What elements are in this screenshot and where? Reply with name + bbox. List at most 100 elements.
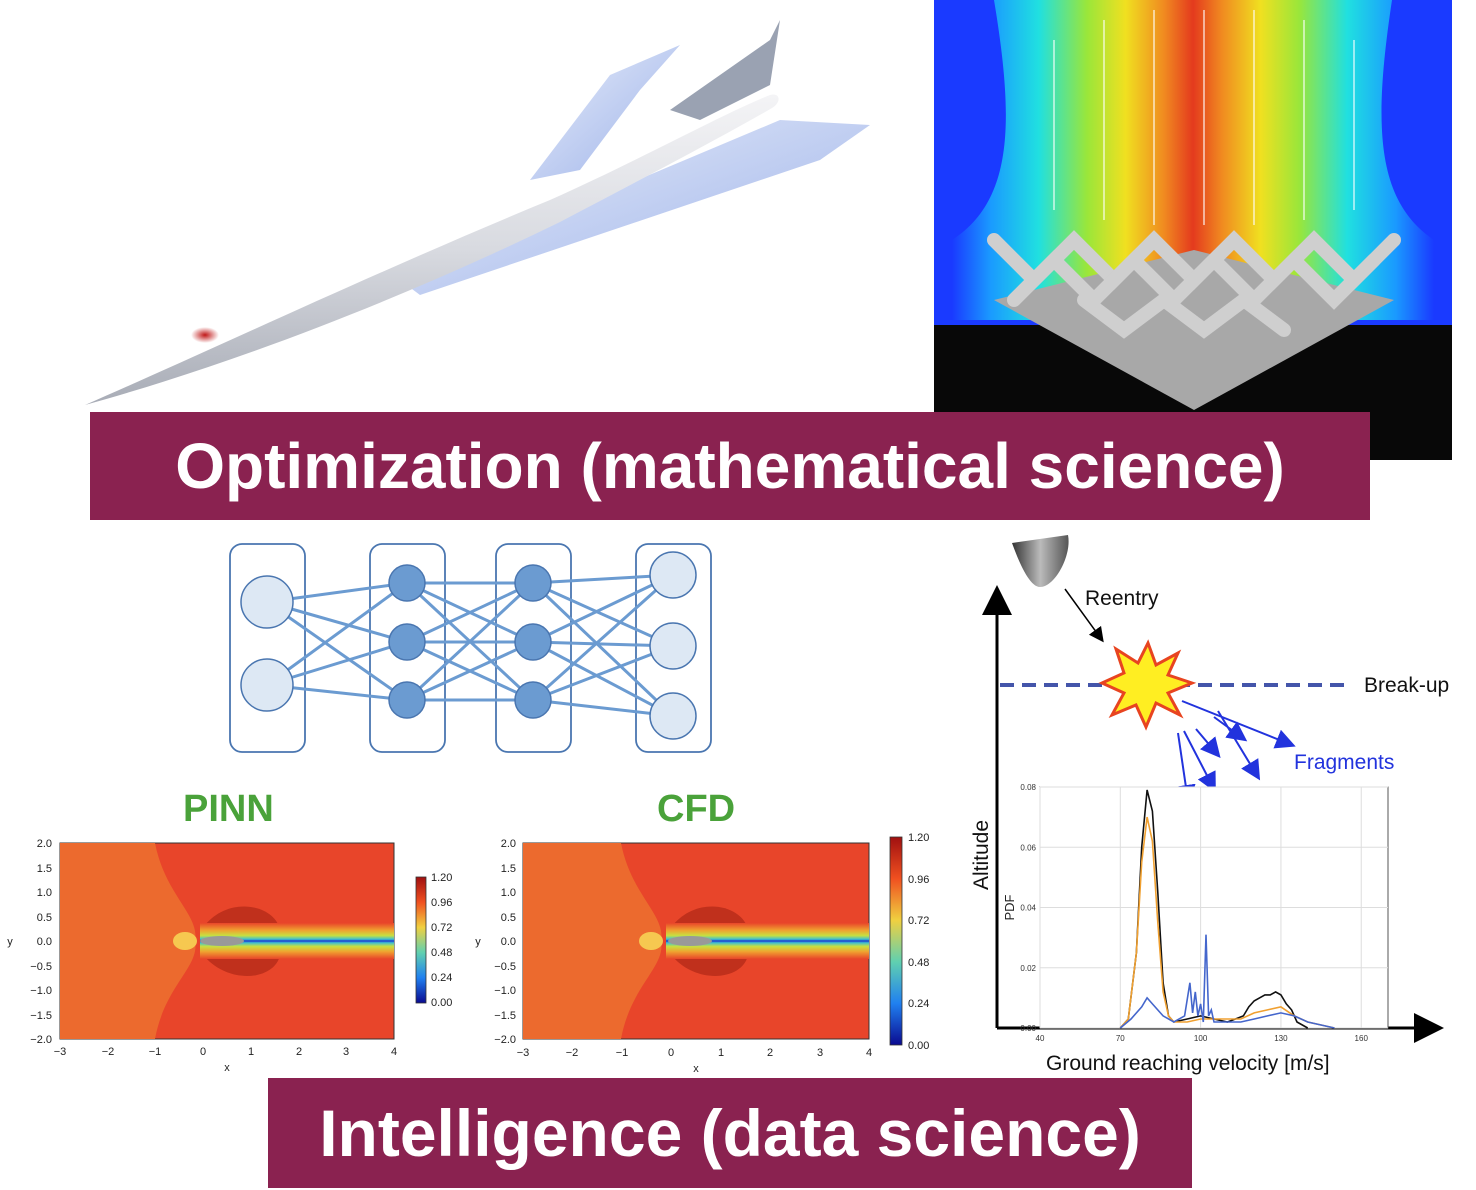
cfd-ytick: −1.0	[494, 985, 516, 997]
pinn-ytick: −1.0	[30, 985, 52, 997]
lattice-structure	[987, 230, 1401, 339]
hidden-node	[514, 681, 552, 719]
cfd-cbar-tick: 1.20	[908, 832, 929, 844]
pinn-cbar-tick: 1.20	[431, 872, 452, 884]
intelligence-banner: Intelligence (data science)	[268, 1078, 1192, 1188]
pinn-ytick: −0.5	[30, 961, 52, 973]
optimization-banner: Optimization (mathematical science)	[90, 412, 1370, 520]
pinn-ytick: 0.5	[37, 912, 52, 924]
pdf-xtick: 40	[1036, 1034, 1045, 1043]
pinn-contour-plot: 2.0 1.5 1.0 0.5 0.0 −0.5 −1.0 −1.5 −2.0 …	[7, 838, 452, 1074]
pinn-xlabel: x	[224, 1062, 230, 1074]
pdf-ytick: 0.04	[1020, 904, 1036, 913]
cfd-ytick: −0.5	[494, 961, 516, 973]
network-layer-output	[635, 543, 712, 753]
neural-network-diagram	[229, 543, 712, 753]
input-node	[240, 658, 294, 712]
pinn-xtick: 0	[200, 1046, 206, 1058]
pinn-ylabel: y	[7, 936, 13, 948]
hidden-node	[514, 623, 552, 661]
cfd-ytick: 1.5	[501, 863, 516, 875]
velocity-label: Ground reaching velocity [m/s]	[1046, 1052, 1330, 1075]
velocity-vectors	[1053, 10, 1355, 225]
supersonic-aircraft-image	[85, 20, 870, 405]
pinn-xtick: 3	[343, 1046, 349, 1058]
hidden-node	[388, 681, 426, 719]
pinn-xtick: −2	[102, 1046, 115, 1058]
pinn-ytick: 1.5	[37, 863, 52, 875]
output-node	[649, 622, 697, 670]
cfd-cbar-tick: 0.72	[908, 915, 929, 927]
cfd-cbar-tick: 0.96	[908, 874, 929, 886]
pdf-series-line-3	[1119, 934, 1335, 1029]
fragment-arrow	[1183, 730, 1216, 793]
network-layer-input	[229, 543, 306, 753]
pinn-cbar-tick: 0.00	[431, 997, 452, 1009]
pinn-airfoil	[200, 936, 244, 946]
cfd-ytick: −2.0	[494, 1034, 516, 1046]
output-node	[649, 692, 697, 740]
pdf-chart: 40 70 100 130 160 0.00 0.02 0.04 0.06 0.08 PDF	[1002, 783, 1389, 1043]
input-node	[240, 575, 294, 629]
aircraft-fuselage	[85, 94, 779, 405]
pinn-ytick: 1.0	[37, 887, 52, 899]
cfd-cbar-tick: 0.24	[908, 998, 929, 1010]
cfd-xlabel: x	[693, 1063, 699, 1075]
cfd-ytick: 0.5	[501, 912, 516, 924]
cfd-cbar-tick: 0.00	[908, 1040, 929, 1052]
pdf-ytick: 0.02	[1020, 964, 1036, 973]
pinn-xtick: 1	[248, 1046, 254, 1058]
cfd-stagnation	[639, 932, 663, 950]
pinn-xtick: 4	[391, 1046, 397, 1058]
cfd-xtick: −3	[517, 1047, 530, 1059]
pdf-xtick: 70	[1116, 1034, 1125, 1043]
cfd-cbar-tick: 0.48	[908, 957, 929, 969]
pdf-xtick: 160	[1355, 1034, 1369, 1043]
pdf-ytick: 0.06	[1020, 843, 1036, 852]
reentry-breakup-diagram: Reentry Break-up Fragments Altitude Grou…	[970, 535, 1449, 1075]
fragments-label: Fragments	[1294, 751, 1394, 774]
pinn-cbar-tick: 0.48	[431, 947, 452, 959]
pinn-ytick: 0.0	[37, 936, 52, 948]
cfd-colorbar	[889, 836, 903, 1046]
pinn-ytick: 2.0	[37, 838, 52, 850]
hidden-node	[388, 623, 426, 661]
fragment-arrow	[1195, 728, 1221, 759]
network-layer-hidden-2	[495, 543, 572, 753]
pinn-ytick: −2.0	[30, 1034, 52, 1046]
network-connections	[266, 573, 675, 718]
pdf-xtick: 100	[1194, 1034, 1208, 1043]
explosion-icon	[1098, 639, 1197, 731]
cfd-ytick: 0.0	[501, 936, 516, 948]
hidden-node	[514, 564, 552, 602]
pinn-cbar-tick: 0.72	[431, 922, 452, 934]
cfd-airfoil	[668, 936, 712, 946]
flow-field-simulation-image	[934, 0, 1452, 460]
pdf-series-line-2	[1119, 816, 1335, 1029]
cfd-xtick: 3	[817, 1047, 823, 1059]
cfd-xtick: 2	[767, 1047, 773, 1059]
cfd-xtick: 0	[668, 1047, 674, 1059]
fragment-arrow	[1181, 700, 1296, 749]
pinn-xtick: −1	[149, 1046, 162, 1058]
hidden-node	[388, 564, 426, 602]
reentry-arrow	[1064, 588, 1104, 643]
output-node	[649, 551, 697, 599]
cfd-xtick: −2	[566, 1047, 579, 1059]
cfd-ytick: −1.5	[494, 1010, 516, 1022]
pinn-stagnation	[173, 932, 197, 950]
reentry-capsule-icon	[1012, 535, 1069, 587]
cfd-ytick: 1.0	[501, 887, 516, 899]
pinn-cbar-tick: 0.96	[431, 897, 452, 909]
pinn-colorbar	[415, 876, 427, 1004]
reentry-label: Reentry	[1085, 587, 1159, 610]
aircraft-wing-lower	[400, 120, 870, 295]
altitude-label: Altitude	[970, 820, 993, 890]
pdf-ylabel: PDF	[1002, 894, 1017, 920]
breakup-label: Break-up	[1364, 674, 1449, 697]
pinn-xtick: −3	[54, 1046, 67, 1058]
cfd-ylabel: y	[475, 936, 481, 948]
cfd-xtick: 1	[718, 1047, 724, 1059]
aircraft-wing-upper	[530, 45, 680, 180]
network-layer-hidden-1	[369, 543, 446, 753]
